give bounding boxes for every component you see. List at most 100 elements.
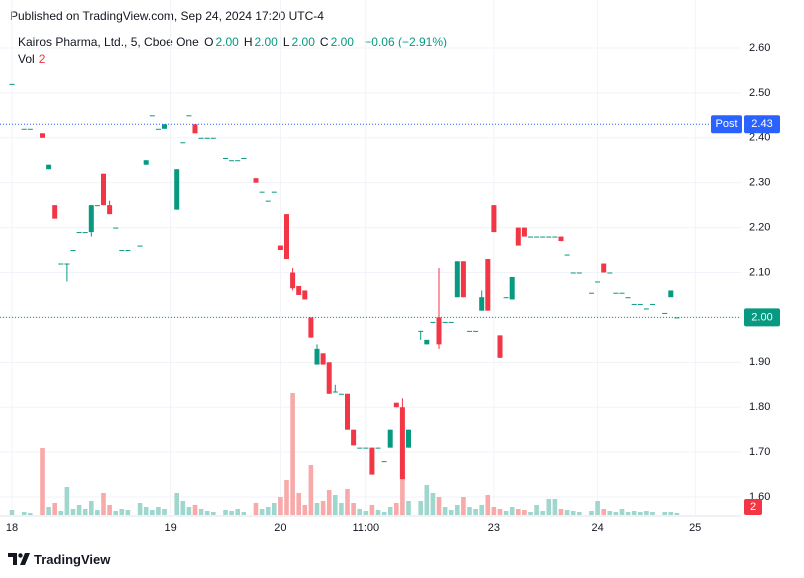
volume-bar bbox=[631, 511, 637, 515]
y-tick-label: 2.40 bbox=[749, 132, 770, 144]
candle-body bbox=[363, 447, 369, 449]
volume-bar bbox=[564, 510, 570, 515]
volume-bar bbox=[479, 505, 484, 515]
y-tick-label: 1.80 bbox=[749, 401, 770, 413]
candle-body bbox=[119, 250, 125, 252]
volume-bar bbox=[345, 489, 350, 515]
volume-bar bbox=[424, 485, 430, 515]
candle-body bbox=[101, 173, 106, 206]
volume-bar bbox=[229, 511, 234, 515]
volume-bar bbox=[70, 509, 76, 515]
candle-body bbox=[467, 330, 472, 332]
volume-bar bbox=[406, 501, 411, 515]
candle-body bbox=[241, 157, 247, 159]
volume-value: 2 bbox=[38, 52, 46, 66]
candle-body bbox=[381, 461, 387, 463]
y-tick-label: 2.30 bbox=[749, 177, 770, 189]
candle-body bbox=[393, 402, 399, 408]
y-tick-label: 2.60 bbox=[749, 42, 770, 54]
candle-body bbox=[491, 205, 497, 233]
candle-body bbox=[229, 160, 235, 162]
candle-body bbox=[479, 297, 485, 311]
candle-body bbox=[198, 137, 204, 139]
volume-bar bbox=[162, 509, 167, 515]
volume-bar bbox=[522, 510, 527, 515]
candle-body bbox=[515, 227, 521, 246]
candle-body bbox=[320, 353, 326, 365]
candle-body bbox=[546, 236, 552, 238]
volume-bar bbox=[204, 511, 210, 515]
volume-bar bbox=[265, 507, 271, 515]
volume-bar bbox=[528, 512, 533, 515]
candle-body bbox=[223, 157, 228, 159]
candle-body bbox=[82, 232, 88, 234]
change: −0.06 (−2.91%) bbox=[364, 35, 447, 49]
candle-body bbox=[174, 169, 180, 210]
volume-bar bbox=[357, 509, 362, 515]
volume-bar bbox=[137, 503, 143, 515]
volume-bar bbox=[223, 510, 228, 515]
candle-body bbox=[485, 259, 491, 311]
candle-body bbox=[643, 308, 649, 310]
x-tick-label: 24 bbox=[591, 522, 603, 534]
logo-icon bbox=[8, 553, 30, 565]
candle-body bbox=[277, 245, 283, 251]
volume-bar bbox=[180, 501, 186, 515]
volume-bar bbox=[46, 507, 51, 515]
candle-body bbox=[534, 236, 540, 238]
candle-body bbox=[70, 250, 76, 252]
candle-body bbox=[265, 200, 271, 202]
candle-body bbox=[552, 236, 558, 238]
candle-body bbox=[436, 317, 442, 345]
candle-body bbox=[528, 236, 533, 238]
volume-bar bbox=[253, 503, 259, 515]
x-tick-label: 23 bbox=[488, 522, 500, 534]
candle-body bbox=[454, 261, 460, 298]
volume-bar bbox=[613, 512, 619, 515]
candle-body bbox=[326, 362, 332, 394]
volume-bar bbox=[101, 493, 106, 515]
volume-bar bbox=[509, 507, 515, 515]
candle-body bbox=[357, 447, 363, 449]
candle-body bbox=[351, 429, 357, 446]
volume-bar bbox=[625, 512, 631, 515]
candle-body bbox=[521, 227, 527, 237]
candle-body bbox=[418, 330, 424, 332]
candle-body bbox=[607, 272, 613, 274]
volume-bar bbox=[674, 513, 680, 515]
volume-bar bbox=[308, 465, 314, 515]
volume-bar bbox=[369, 505, 375, 515]
publish-note: Published on TradingView.com, Sep 24, 20… bbox=[10, 9, 324, 23]
volume-bar bbox=[302, 505, 308, 515]
volume-bar bbox=[607, 511, 613, 515]
candle-body bbox=[40, 133, 45, 138]
x-tick-label: 11:00 bbox=[352, 522, 379, 534]
candle-body bbox=[430, 321, 436, 323]
candle-body bbox=[619, 292, 625, 294]
volume-bar bbox=[430, 493, 436, 515]
volume-bar bbox=[64, 487, 70, 515]
volume-bar bbox=[534, 505, 539, 515]
candle-body bbox=[460, 261, 466, 298]
candle-body bbox=[180, 142, 186, 144]
volume-bar bbox=[644, 511, 649, 515]
volume-bar bbox=[314, 503, 320, 515]
ohlc-value: 2.00 bbox=[215, 35, 239, 49]
candle-body bbox=[186, 115, 192, 117]
candle-body bbox=[399, 407, 405, 480]
candle-body bbox=[210, 137, 216, 139]
candle-body bbox=[88, 205, 94, 233]
volume-bar bbox=[174, 493, 179, 515]
volume-bar bbox=[113, 511, 118, 515]
volume-bar bbox=[552, 499, 558, 515]
candle-body bbox=[387, 429, 393, 448]
volume-bar bbox=[595, 501, 600, 515]
candle-body bbox=[58, 263, 64, 265]
candle-body bbox=[76, 232, 82, 234]
candle-body bbox=[473, 330, 479, 332]
volume-bar bbox=[455, 505, 460, 515]
ohlc-value: 2.00 bbox=[330, 35, 354, 49]
candle-body bbox=[27, 128, 33, 130]
volume-bar bbox=[241, 512, 247, 515]
